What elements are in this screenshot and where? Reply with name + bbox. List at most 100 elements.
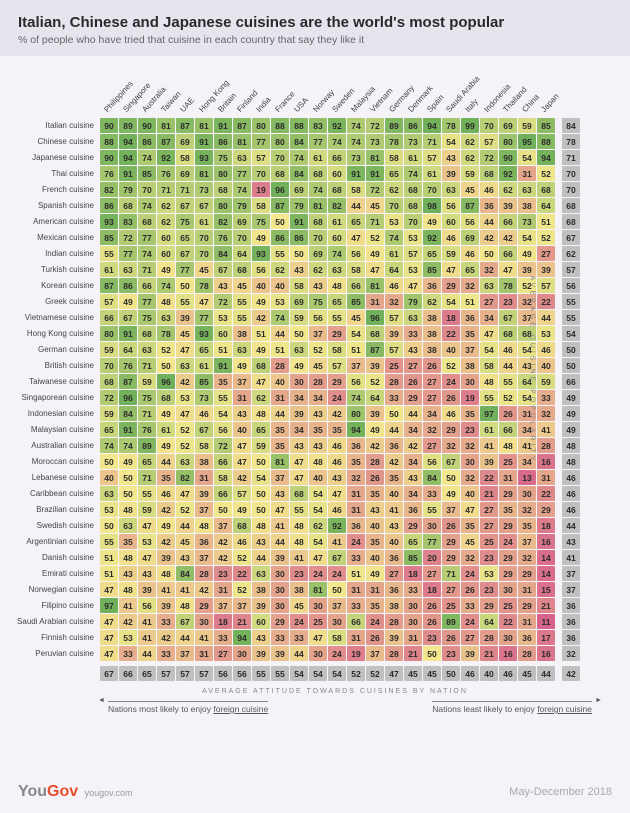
heat-cell: 89 (442, 614, 460, 629)
heat-cell: 36 (518, 630, 536, 645)
heat-cell: 87 (461, 198, 479, 213)
heat-cell: 61 (100, 262, 118, 277)
heat-cell: 48 (176, 598, 194, 613)
heat-cell: 63 (100, 486, 118, 501)
heat-cell: 77 (138, 230, 156, 245)
row-avg-cell: 43 (562, 534, 580, 549)
heat-cell: 22 (537, 486, 555, 501)
heat-cell: 27 (214, 646, 232, 661)
heat-cell: 31 (195, 646, 213, 661)
heat-cell: 32 (480, 262, 498, 277)
heat-cell: 66 (499, 246, 517, 261)
row-avg-cell: 71 (562, 150, 580, 165)
heat-cell: 63 (176, 358, 194, 373)
heat-cell: 49 (157, 438, 175, 453)
heat-cell: 97 (480, 406, 498, 421)
heat-cell: 43 (119, 566, 137, 581)
heat-cell: 55 (499, 374, 517, 389)
heat-cell: 30 (271, 598, 289, 613)
heat-cell: 81 (157, 118, 175, 133)
heat-cell: 45 (309, 358, 327, 373)
heat-cell: 43 (404, 470, 422, 485)
heat-cell: 39 (461, 646, 479, 661)
heat-cell: 36 (195, 534, 213, 549)
heat-cell: 68 (537, 182, 555, 197)
heat-cell: 57 (233, 486, 251, 501)
heat-cell: 18 (214, 614, 232, 629)
heat-cell: 28 (385, 646, 403, 661)
heat-cell: 50 (442, 470, 460, 485)
heat-cell: 60 (157, 230, 175, 245)
heat-cell: 42 (233, 470, 251, 485)
heat-cell: 49 (233, 502, 251, 517)
heat-cell: 52 (233, 582, 251, 597)
heat-cell: 73 (366, 134, 384, 149)
heat-cell: 30 (328, 614, 346, 629)
heat-cell: 85 (138, 166, 156, 181)
heat-cell: 65 (347, 214, 365, 229)
heat-cell: 36 (480, 198, 498, 213)
heat-cell: 24 (366, 614, 384, 629)
col-header: UAE (178, 96, 196, 114)
heat-cell: 26 (499, 406, 517, 421)
heat-cell: 33 (461, 598, 479, 613)
heat-cell: 32 (461, 470, 479, 485)
heat-cell: 46 (461, 246, 479, 261)
heat-cell: 39 (252, 646, 270, 661)
heat-cell: 28 (366, 454, 384, 469)
heat-cell: 68 (309, 214, 327, 229)
heat-cell: 54 (214, 406, 232, 421)
heat-cell: 21 (480, 486, 498, 501)
heat-cell: 38 (423, 326, 441, 341)
heat-cell: 75 (309, 294, 327, 309)
heat-cell: 21 (537, 598, 555, 613)
heat-cell: 41 (195, 630, 213, 645)
heat-cell: 98 (423, 198, 441, 213)
heat-cell: 47 (100, 630, 118, 645)
heat-cell: 88 (271, 118, 289, 133)
heat-cell: 48 (480, 374, 498, 389)
heat-cell: 68 (499, 326, 517, 341)
heat-cell: 75 (138, 390, 156, 405)
heat-cell: 31 (233, 390, 251, 405)
heat-cell: 52 (537, 230, 555, 245)
heat-cell: 48 (252, 518, 270, 533)
row-avg-cell: 68 (562, 198, 580, 213)
page-title: Italian, Chinese and Japanese cuisines a… (18, 14, 612, 31)
heat-cell: 42 (366, 438, 384, 453)
heat-cell: 24 (328, 566, 346, 581)
heat-cell: 94 (423, 118, 441, 133)
heat-cell: 68 (138, 214, 156, 229)
heat-cell: 37 (271, 470, 289, 485)
heat-cell: 51 (347, 342, 365, 357)
bottom-axis-label: AVERAGE ATTITUDE TOWARDS CUISINES BY NAT… (48, 688, 622, 695)
heat-cell: 66 (214, 454, 232, 469)
heat-cell: 26 (442, 390, 460, 405)
heat-cell: 73 (404, 134, 422, 149)
row-label: Danish cuisine (8, 550, 100, 566)
heat-cell: 91 (347, 166, 365, 181)
heat-cell: 68 (233, 262, 251, 277)
heat-cell: 30 (404, 598, 422, 613)
heat-cell: 69 (461, 230, 479, 245)
heat-cell: 47 (176, 342, 194, 357)
col-avg-cell: 54 (309, 666, 327, 681)
heat-cell: 97 (100, 598, 118, 613)
col-header: USA (292, 96, 310, 114)
heat-cell: 67 (328, 550, 346, 565)
heat-cell: 75 (214, 150, 232, 165)
heat-cell: 56 (214, 422, 232, 437)
row-avg-cell: 36 (562, 598, 580, 613)
row-label: Indian cuisine (8, 246, 100, 262)
heat-cell: 66 (499, 214, 517, 229)
heat-cell: 42 (385, 454, 403, 469)
heat-cell: 47 (233, 454, 251, 469)
heat-cell: 30 (461, 454, 479, 469)
heat-cell: 60 (157, 246, 175, 261)
heat-cell: 31 (366, 582, 384, 597)
heat-cell: 92 (499, 166, 517, 181)
row-label: Malaysian cuisine (8, 422, 100, 438)
heat-cell: 76 (157, 166, 175, 181)
heat-cell: 52 (499, 390, 517, 405)
heat-cell: 29 (442, 550, 460, 565)
